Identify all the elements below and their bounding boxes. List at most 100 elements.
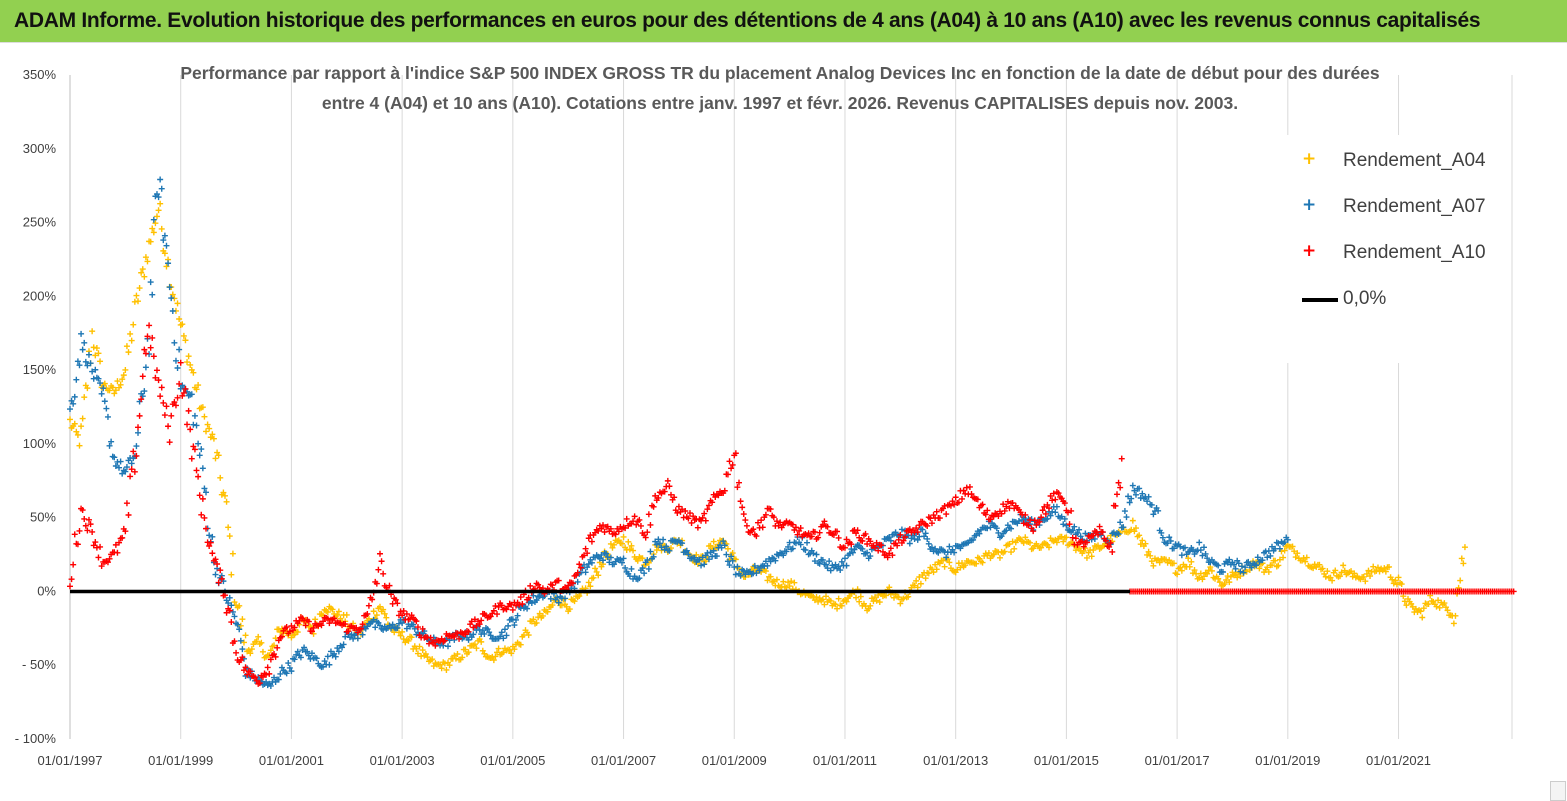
data-point-rendement-a07 [797, 541, 804, 548]
data-point-rendement-a04 [822, 593, 829, 600]
data-point-rendement-a04 [1272, 557, 1279, 564]
data-point-rendement-a07 [142, 364, 149, 371]
x-tick-label: 01/01/2005 [480, 753, 545, 768]
data-point-rendement-a10 [859, 538, 866, 545]
data-point-rendement-a10 [1114, 491, 1120, 498]
y-tick-label: 50% [30, 510, 56, 525]
data-point-rendement-a07 [813, 551, 820, 558]
data-point-rendement-a04 [1226, 579, 1233, 586]
data-point-rendement-a07 [588, 559, 595, 566]
data-point-rendement-a10 [872, 544, 879, 551]
data-point-rendement-a07 [547, 595, 554, 602]
data-point-rendement-a07 [112, 462, 119, 469]
data-point-rendement-a04 [414, 650, 421, 657]
data-point-rendement-a10 [835, 534, 842, 541]
data-point-rendement-a10 [952, 494, 959, 501]
data-point-rendement-a10 [97, 543, 104, 550]
data-point-rendement-a07 [372, 624, 379, 631]
data-point-rendement-a10 [797, 525, 804, 532]
data-point-rendement-a07 [1235, 560, 1242, 567]
resize-handle-icon[interactable] [1550, 781, 1566, 801]
data-point-rendement-a10 [407, 615, 414, 622]
data-point-rendement-a04 [625, 538, 632, 545]
data-point-rendement-a07 [1166, 534, 1173, 541]
data-point-rendement-a10 [476, 621, 483, 628]
data-point-rendement-a10 [212, 556, 219, 563]
data-point-rendement-a07 [234, 621, 241, 628]
data-point-rendement-a10 [353, 624, 360, 631]
data-point-rendement-a04 [343, 611, 350, 618]
data-point-rendement-a04 [1145, 548, 1152, 555]
data-point-rendement-a10 [830, 532, 837, 539]
data-point-rendement-a04 [240, 639, 247, 646]
data-point-rendement-a04 [702, 558, 709, 565]
data-point-rendement-a04 [217, 474, 224, 481]
data-point-rendement-a10 [601, 528, 608, 535]
data-point-rendement-a07 [158, 185, 165, 192]
data-point-rendement-a04 [925, 570, 932, 577]
data-point-rendement-a07 [835, 563, 842, 570]
data-point-rendement-a10 [1041, 503, 1048, 510]
data-point-rendement-a04 [1256, 565, 1263, 572]
data-point-rendement-a10 [386, 582, 393, 589]
data-point-rendement-a10 [475, 618, 482, 625]
data-point-rendement-a04 [973, 560, 980, 567]
data-point-rendement-a10 [667, 491, 674, 498]
chart-title-line-2: entre 4 (A04) et 10 ans (A10). Cotations… [322, 93, 1238, 113]
data-point-rendement-a10 [694, 524, 701, 531]
data-point-rendement-a04 [1316, 561, 1323, 568]
data-point-rendement-a07 [606, 559, 613, 566]
data-point-rendement-a07 [511, 622, 518, 629]
data-point-rendement-a04 [95, 350, 102, 357]
data-point-rendement-a07 [1008, 525, 1015, 532]
data-point-rendement-a07 [756, 567, 763, 574]
data-point-rendement-a07 [1058, 513, 1065, 520]
data-point-rendement-a10 [131, 468, 138, 475]
data-point-rendement-a04 [916, 573, 923, 580]
data-point-rendement-a10 [163, 403, 170, 410]
data-point-rendement-a10 [685, 515, 692, 522]
data-point-rendement-a07 [101, 398, 108, 405]
data-point-rendement-a07 [742, 571, 749, 578]
data-point-rendement-a10 [936, 515, 943, 522]
data-point-rendement-a10 [345, 628, 352, 635]
data-point-rendement-a07 [201, 485, 208, 492]
data-point-rendement-a10 [509, 606, 516, 613]
data-point-rendement-a10 [998, 510, 1005, 517]
data-point-rendement-a07 [267, 682, 274, 689]
data-point-rendement-a10 [206, 543, 213, 550]
data-point-rendement-a07 [348, 631, 355, 638]
data-point-rendement-a04 [886, 584, 893, 591]
data-point-rendement-a10 [995, 513, 1002, 520]
data-point-rendement-a04 [225, 524, 232, 531]
data-point-rendement-a04 [932, 561, 939, 568]
data-point-rendement-a10 [607, 525, 614, 532]
data-point-rendement-a04 [1186, 563, 1193, 570]
data-point-rendement-a10 [465, 628, 472, 635]
data-point-rendement-a04 [133, 292, 140, 299]
data-point-rendement-a04 [611, 541, 618, 548]
data-point-rendement-a07 [239, 646, 246, 653]
data-point-rendement-a04 [117, 381, 124, 388]
data-point-rendement-a04 [494, 649, 501, 656]
data-point-rendement-a07 [179, 382, 186, 389]
data-point-rendement-a10 [1025, 522, 1032, 529]
data-point-rendement-a07 [104, 413, 111, 420]
data-point-rendement-a04 [1425, 601, 1432, 608]
data-point-rendement-a04 [163, 263, 170, 270]
data-point-rendement-a04 [141, 273, 148, 280]
chart-title: Performance par rapport à l'indice S&P 5… [180, 63, 1380, 113]
data-point-rendement-a10 [146, 322, 153, 329]
data-point-rendement-a04 [566, 606, 573, 613]
data-point-rendement-a07 [196, 452, 203, 459]
data-point-rendement-a04 [1020, 539, 1027, 546]
data-point-rendement-a10 [93, 544, 100, 551]
data-point-rendement-a07 [327, 648, 334, 655]
data-point-rendement-a04 [571, 598, 578, 605]
data-point-rendement-a07 [172, 357, 179, 364]
data-point-rendement-a07 [555, 599, 562, 606]
data-point-rendement-a07 [291, 656, 298, 663]
data-point-rendement-a04 [1006, 541, 1013, 548]
data-point-rendement-a04 [179, 321, 186, 328]
data-point-rendement-a04 [437, 661, 444, 668]
